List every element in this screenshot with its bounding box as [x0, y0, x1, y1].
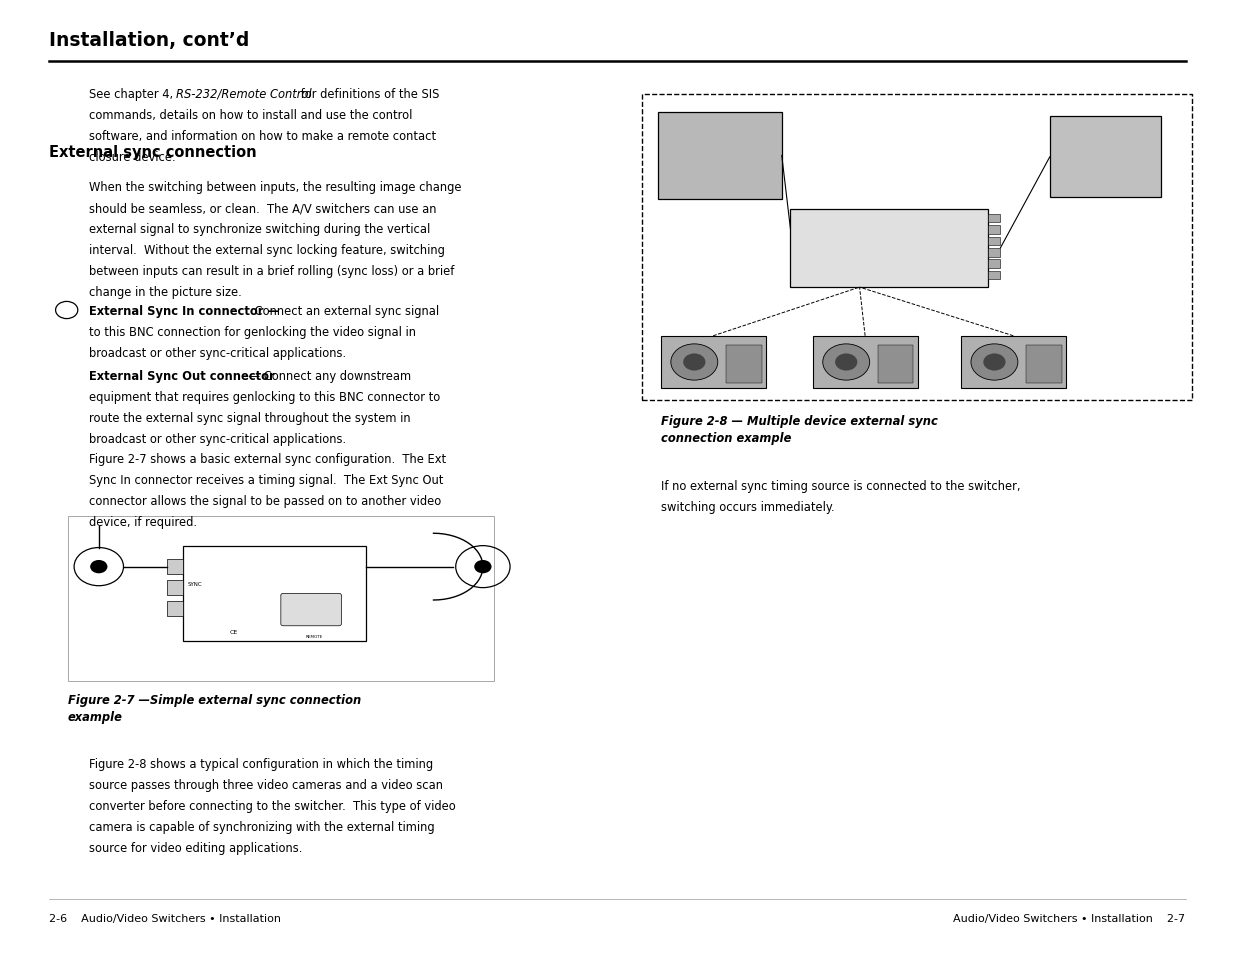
Circle shape [971, 345, 1018, 381]
Circle shape [683, 355, 705, 372]
FancyBboxPatch shape [661, 336, 766, 389]
Circle shape [983, 355, 1005, 372]
Text: interval.  Without the external sync locking feature, switching: interval. Without the external sync lock… [89, 244, 445, 257]
Text: between inputs can result in a brief rolling (sync loss) or a brief: between inputs can result in a brief rol… [89, 265, 454, 278]
Text: External Sync Out connector: External Sync Out connector [89, 370, 274, 383]
Text: See chapter 4,: See chapter 4, [89, 88, 177, 101]
FancyBboxPatch shape [68, 517, 494, 681]
FancyBboxPatch shape [988, 249, 1000, 257]
Text: Installation, cont’d: Installation, cont’d [49, 30, 249, 50]
Text: commands, details on how to install and use the control: commands, details on how to install and … [89, 109, 412, 122]
Text: SYNC: SYNC [188, 581, 203, 587]
Text: 2-6    Audio/Video Switchers • Installation: 2-6 Audio/Video Switchers • Installation [49, 913, 282, 923]
Text: converter before connecting to the switcher.  This type of video: converter before connecting to the switc… [89, 800, 456, 813]
Text: change in the picture size.: change in the picture size. [89, 286, 242, 299]
Text: CE: CE [230, 630, 238, 635]
Text: source for video editing applications.: source for video editing applications. [89, 841, 303, 855]
Text: broadcast or other sync-critical applications.: broadcast or other sync-critical applica… [89, 347, 346, 360]
Text: switching occurs immediately.: switching occurs immediately. [661, 500, 835, 514]
FancyBboxPatch shape [878, 345, 914, 383]
Circle shape [90, 560, 107, 574]
Text: Audio/Video Switchers • Installation    2-7: Audio/Video Switchers • Installation 2-7 [953, 913, 1186, 923]
Text: Sync In connector receives a timing signal.  The Ext Sync Out: Sync In connector receives a timing sign… [89, 474, 443, 487]
Text: source passes through three video cameras and a video scan: source passes through three video camera… [89, 779, 443, 792]
Text: If no external sync timing source is connected to the switcher,: If no external sync timing source is con… [661, 479, 1020, 493]
Text: Figure 2-7 —Simple external sync connection
example: Figure 2-7 —Simple external sync connect… [68, 693, 361, 723]
FancyBboxPatch shape [658, 112, 782, 200]
FancyBboxPatch shape [790, 210, 988, 288]
Text: closure device.: closure device. [89, 151, 175, 164]
FancyBboxPatch shape [167, 580, 183, 596]
Text: — Connect any downstream: — Connect any downstream [245, 370, 411, 383]
Text: broadcast or other sync-critical applications.: broadcast or other sync-critical applica… [89, 433, 346, 446]
FancyBboxPatch shape [726, 345, 762, 383]
Text: software, and information on how to make a remote contact: software, and information on how to make… [89, 130, 436, 143]
Text: for definitions of the SIS: for definitions of the SIS [296, 88, 440, 101]
Text: External Sync In connector —: External Sync In connector — [89, 305, 279, 318]
FancyBboxPatch shape [167, 601, 183, 617]
FancyBboxPatch shape [988, 272, 1000, 280]
Circle shape [835, 355, 857, 372]
FancyBboxPatch shape [813, 336, 918, 389]
Text: External sync connection: External sync connection [49, 145, 257, 160]
FancyBboxPatch shape [280, 594, 341, 626]
Text: device, if required.: device, if required. [89, 516, 196, 529]
Text: REMOTE: REMOTE [306, 635, 324, 639]
FancyBboxPatch shape [988, 226, 1000, 234]
FancyBboxPatch shape [183, 546, 366, 641]
Text: Connect an external sync signal: Connect an external sync signal [251, 305, 438, 318]
FancyBboxPatch shape [1026, 345, 1062, 383]
Text: route the external sync signal throughout the system in: route the external sync signal throughou… [89, 412, 410, 425]
Text: equipment that requires genlocking to this BNC connector to: equipment that requires genlocking to th… [89, 391, 440, 404]
FancyBboxPatch shape [988, 214, 1000, 223]
FancyBboxPatch shape [642, 95, 1192, 400]
Text: RS-232/Remote Control: RS-232/Remote Control [175, 88, 311, 101]
FancyBboxPatch shape [167, 559, 183, 575]
Text: camera is capable of synchronizing with the external timing: camera is capable of synchronizing with … [89, 821, 435, 834]
Text: Figure 2-8 — Multiple device external sync
connection example: Figure 2-8 — Multiple device external sy… [661, 415, 937, 445]
Text: to this BNC connection for genlocking the video signal in: to this BNC connection for genlocking th… [89, 326, 416, 339]
Text: Figure 2-7 shows a basic external sync configuration.  The Ext: Figure 2-7 shows a basic external sync c… [89, 453, 446, 466]
Circle shape [474, 560, 492, 574]
FancyBboxPatch shape [1050, 117, 1161, 198]
Text: Figure 2-8 shows a typical configuration in which the timing: Figure 2-8 shows a typical configuration… [89, 758, 433, 771]
Text: external signal to synchronize switching during the vertical: external signal to synchronize switching… [89, 223, 430, 236]
FancyBboxPatch shape [961, 336, 1066, 389]
FancyBboxPatch shape [988, 237, 1000, 246]
Text: should be seamless, or clean.  The A/V switchers can use an: should be seamless, or clean. The A/V sw… [89, 202, 436, 215]
Circle shape [671, 345, 718, 381]
Circle shape [823, 345, 869, 381]
Text: connector allows the signal to be passed on to another video: connector allows the signal to be passed… [89, 495, 441, 508]
FancyBboxPatch shape [988, 260, 1000, 269]
Text: When the switching between inputs, the resulting image change: When the switching between inputs, the r… [89, 181, 462, 194]
